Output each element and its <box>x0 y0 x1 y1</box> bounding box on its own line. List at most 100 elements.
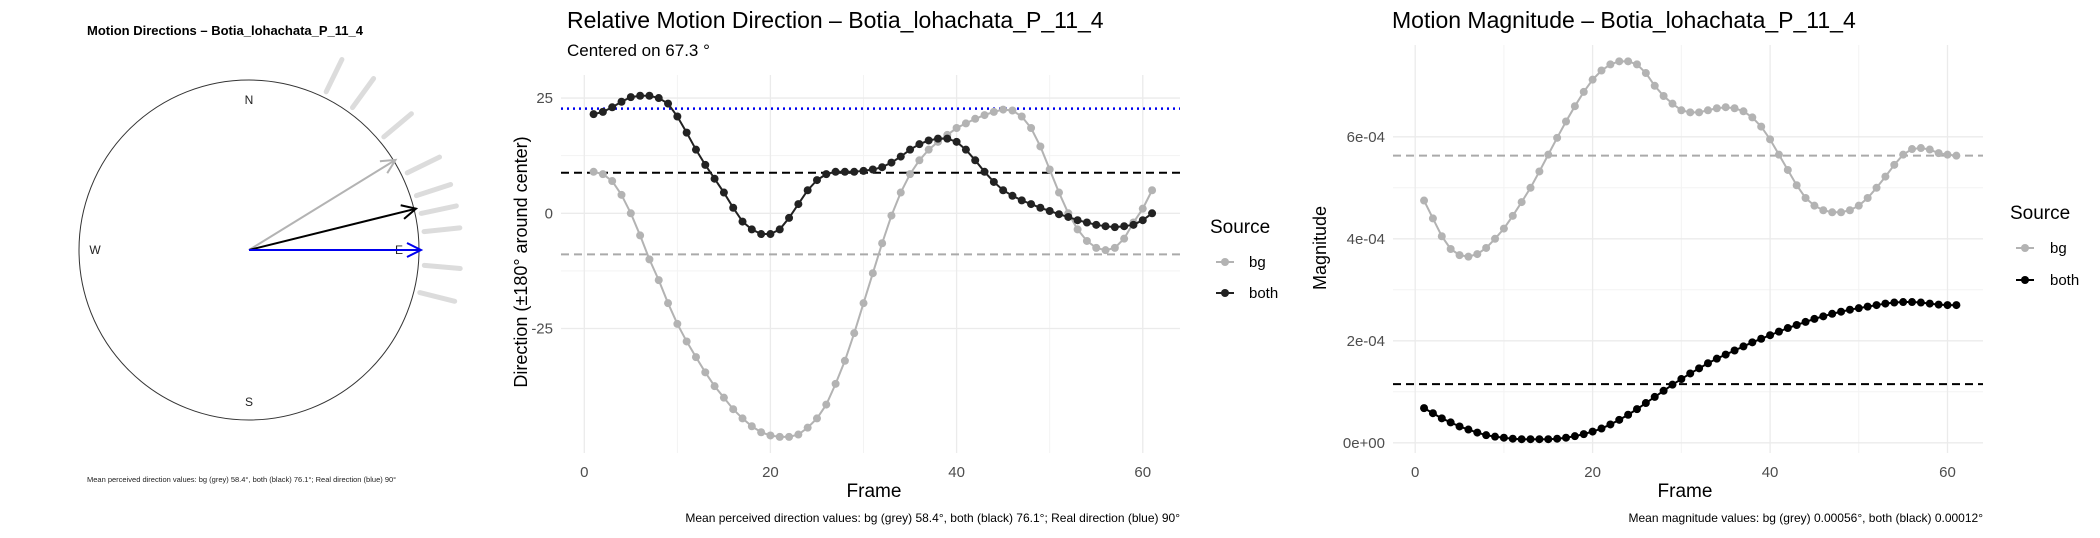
compass-ray-0 <box>323 56 345 95</box>
p2-ytick-label: -25 <box>531 321 553 338</box>
p3-ytick-label: 4e-04 <box>1347 231 1385 248</box>
p3-point-bg <box>1845 206 1854 215</box>
p2-point-both <box>766 230 775 239</box>
p2-point-both <box>859 166 868 175</box>
p3-point-bg <box>1801 194 1810 202</box>
p2-point-both <box>878 163 887 172</box>
p2-point-both <box>1138 216 1147 225</box>
p2-point-both <box>626 93 635 102</box>
p3-point-both <box>1428 409 1437 418</box>
p2-point-both <box>989 177 998 186</box>
p3-point-bg <box>1659 92 1668 100</box>
p2-point-bg <box>840 356 849 365</box>
p3-point-bg <box>1579 87 1588 96</box>
p3-point-both <box>1845 305 1854 314</box>
p3-point-bg <box>1544 150 1553 159</box>
p3-point-bg <box>1597 66 1606 75</box>
p2-point-bg <box>598 170 607 179</box>
direction-grid <box>561 75 1180 453</box>
p3-point-both <box>1952 301 1961 310</box>
p2-point-bg <box>785 432 794 441</box>
p3-point-bg <box>1783 165 1792 174</box>
p2-point-bg <box>1054 188 1063 197</box>
compass-ray-3 <box>404 154 443 176</box>
p2-point-bg <box>971 114 980 123</box>
p2-point-bg <box>673 319 682 328</box>
p2-point-both <box>664 99 673 108</box>
p2-point-both <box>710 174 719 183</box>
p3-point-bg <box>1916 144 1925 153</box>
p2-point-both <box>654 94 663 103</box>
p2-point-bg <box>645 255 654 264</box>
direction-legend-dot-both <box>1221 289 1229 297</box>
p2-point-both <box>1027 200 1036 209</box>
magnitude-title: Motion Magnitude – Botia_lohachata_P_11_… <box>1392 7 1856 33</box>
p2-point-bg <box>1073 225 1082 234</box>
magnitude-tick-labels: 0 20 40 60 0e+00 2e-04 4e-04 6e-04 <box>1343 129 1956 481</box>
p2-point-both <box>747 225 756 234</box>
p3-point-bg <box>1446 245 1455 253</box>
p2-point-both <box>915 140 924 149</box>
p2-point-both <box>1092 220 1101 229</box>
p2-point-both <box>943 134 952 143</box>
p3-point-both <box>1801 317 1810 326</box>
p2-point-both <box>1054 210 1063 219</box>
p2-point-both <box>775 225 784 234</box>
p3-point-both <box>1544 435 1553 444</box>
p2-point-both <box>673 112 682 121</box>
p2-point-bg <box>1017 112 1026 121</box>
direction-series <box>589 91 1157 441</box>
p2-point-bg <box>1036 142 1045 151</box>
compass-ray-8 <box>417 290 458 304</box>
p2-point-both <box>1008 191 1017 200</box>
p3-point-both <box>1854 304 1863 313</box>
p3-point-bg <box>1553 133 1562 142</box>
magnitude-legend-dot-both <box>2021 276 2029 284</box>
magnitude-caption: Mean magnitude values: bg (grey) 0.00056… <box>1629 511 1984 525</box>
p2-point-bg <box>961 119 970 128</box>
p3-xtick-label: 40 <box>1762 464 1779 481</box>
p3-point-bg <box>1774 150 1783 159</box>
p3-point-both <box>1908 298 1917 307</box>
p2-point-both <box>719 188 728 197</box>
p2-point-both <box>1045 206 1054 215</box>
p2-point-bg <box>636 231 645 240</box>
p3-point-both <box>1748 338 1757 347</box>
p2-point-both <box>1036 203 1045 212</box>
magnitude-series <box>1420 57 1961 444</box>
p2-point-both <box>785 213 794 222</box>
p3-point-both <box>1686 369 1695 378</box>
p3-point-both <box>1881 299 1890 308</box>
p2-point-bg <box>924 145 933 154</box>
direction-xlabel: Frame <box>847 481 902 502</box>
p3-point-bg <box>1872 183 1881 192</box>
p2-point-both <box>822 170 831 179</box>
p2-point-both <box>980 167 989 176</box>
p3-point-both <box>1597 424 1606 433</box>
compass-panel: Motion Directions – Botia_lohachata_P_11… <box>78 23 463 484</box>
p2-point-bg <box>654 276 663 285</box>
p3-point-both <box>1464 425 1473 434</box>
p3-point-both <box>1730 346 1739 355</box>
p3-point-both <box>1499 433 1508 442</box>
p2-point-bg <box>710 382 719 391</box>
p3-point-both <box>1712 354 1721 363</box>
p3-point-bg <box>1632 60 1641 69</box>
direction-legend: Source bg both <box>1210 217 1278 302</box>
p3-point-both <box>1757 334 1766 343</box>
p3-point-both <box>1739 342 1748 351</box>
p3-point-both <box>1819 312 1828 321</box>
p3-point-both <box>1615 415 1624 424</box>
p2-point-both <box>803 186 812 195</box>
p2-ytick-label: 25 <box>536 90 553 107</box>
p2-point-bg <box>1082 236 1091 245</box>
p3-point-bg <box>1420 196 1429 205</box>
p2-point-both <box>598 107 607 116</box>
compass-arrowhead-real <box>406 242 424 258</box>
magnitude-reference-lines <box>1393 154 1983 386</box>
compass-label-north: N <box>245 93 254 107</box>
p3-point-bg <box>1535 167 1544 176</box>
compass-ray-5 <box>418 203 459 216</box>
